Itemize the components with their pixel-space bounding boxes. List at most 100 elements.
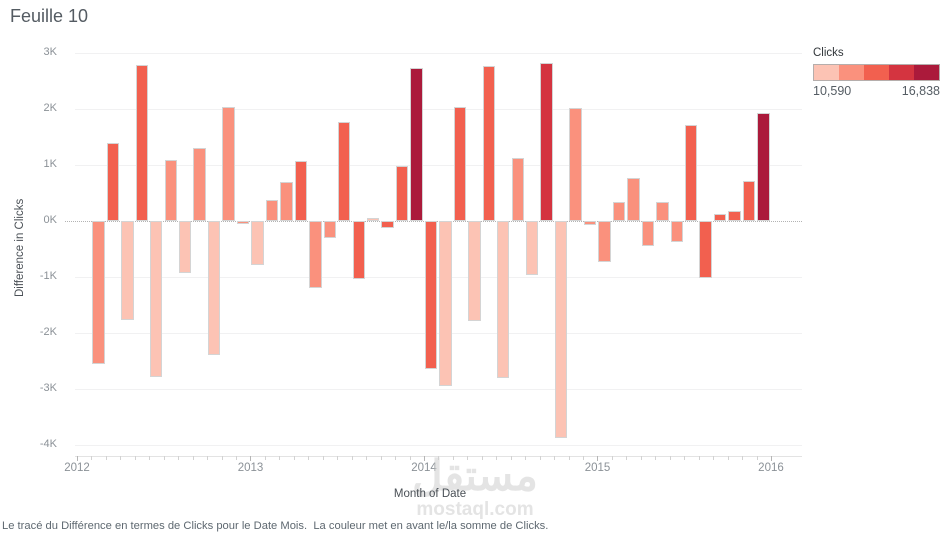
bar[interactable] [395,166,409,221]
bar[interactable] [309,221,322,289]
bar[interactable] [569,107,582,221]
bar[interactable] [757,112,770,221]
bar[interactable] [497,221,510,379]
legend-range: 10,590 16,838 [813,84,940,98]
bar[interactable] [699,221,712,279]
x-year-label: 2013 [237,462,264,474]
bar[interactable] [540,62,553,221]
y-tick-label: -4K [39,438,57,450]
x-month-tick [756,456,758,460]
x-year-label: 2016 [758,462,784,474]
bar[interactable] [627,178,640,221]
bar[interactable] [453,107,467,221]
x-month-tick [91,456,93,460]
bar[interactable] [150,221,163,378]
bar[interactable] [612,201,626,221]
watermark-domain-text: mostaql.com [416,499,534,520]
x-month-tick [626,456,628,460]
bar[interactable] [251,221,264,266]
gridline [75,277,802,278]
chart-caption: Le tracé du Différence en termes de Clic… [2,520,549,532]
bar[interactable] [554,221,568,439]
plot-area [65,40,802,456]
bar[interactable] [713,214,727,221]
x-month-tick [496,456,498,460]
bar[interactable] [670,221,683,242]
y-tick-label: 2K [43,102,57,114]
bar[interactable] [641,221,655,246]
x-month-tick [640,456,642,460]
y-tick-label: 1K [43,158,57,170]
bar[interactable] [236,221,250,225]
x-year-label: 2014 [411,462,437,474]
bar[interactable] [728,211,741,221]
bar[interactable] [381,221,394,229]
gridline [75,445,802,446]
x-month-tick [554,456,556,460]
bar[interactable] [323,221,336,238]
bar[interactable] [164,159,177,221]
x-month-tick [279,456,281,460]
bar[interactable] [280,181,293,221]
x-month-tick [163,456,165,460]
x-month-tick [510,456,512,460]
bar[interactable] [583,221,597,225]
bar[interactable] [525,221,539,275]
legend-min-value: 10,590 [813,84,852,98]
bar[interactable] [656,201,669,221]
x-month-tick [409,456,411,460]
bar[interactable] [265,200,279,221]
bar[interactable] [207,221,221,356]
y-tick-label: 3K [43,46,57,58]
bar[interactable] [179,221,192,273]
x-month-tick [221,456,223,460]
x-month-tick [438,456,440,460]
bar[interactable] [468,221,481,321]
x-axis-title: Month of Date [393,488,467,500]
x-month-tick [452,456,454,460]
x-year-label: 2015 [584,462,611,474]
bar[interactable] [338,122,351,221]
x-month-tick [727,456,729,460]
bar[interactable] [222,106,235,221]
bar[interactable] [511,158,524,221]
bar[interactable] [294,161,308,221]
bar[interactable] [439,221,452,386]
bar[interactable] [424,221,438,369]
legend-ramp-segment [814,65,839,80]
x-month-tick [669,456,671,460]
bar[interactable] [598,221,611,262]
bar[interactable] [410,67,423,221]
bar[interactable] [685,124,698,221]
x-year-tick [77,456,78,461]
bar[interactable] [135,65,149,221]
legend-ramp-segment [864,65,889,80]
bar[interactable] [121,221,134,320]
bar[interactable] [106,142,120,221]
bar[interactable] [352,221,365,279]
legend-color-ramp[interactable] [813,64,940,81]
sheet-title: Feuille 10 [10,6,89,26]
legend-ramp-segment [914,65,939,80]
bar[interactable] [482,65,495,221]
x-month-tick [134,456,136,460]
bar[interactable] [366,217,380,221]
x-month-tick [293,456,295,460]
bar[interactable] [742,180,756,221]
y-axis-title: Difference in Clicks [14,198,26,298]
x-month-tick [322,456,324,460]
gridline [75,165,802,166]
x-month-tick [105,456,107,460]
x-month-tick [467,456,469,460]
y-tick-label: -3K [39,382,57,394]
x-year-label: 2012 [64,462,90,474]
y-tick-label: 0K [43,214,57,226]
bar[interactable] [193,148,206,221]
x-month-tick [120,456,122,460]
y-tick-label: -2K [39,326,57,338]
x-month-tick [395,456,397,460]
x-month-tick [236,456,238,460]
x-month-tick [525,456,527,460]
bar[interactable] [92,221,105,364]
